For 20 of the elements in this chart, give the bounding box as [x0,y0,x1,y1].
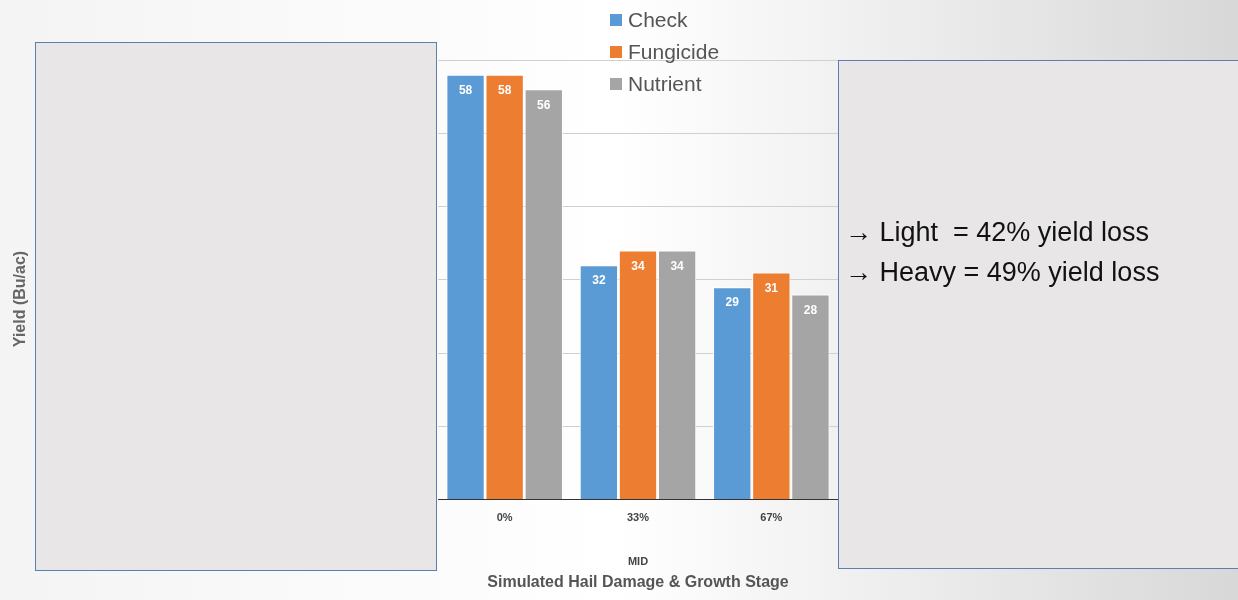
data-label: 32 [592,273,606,288]
text: → Light = 42% yield loss [845,216,1150,249]
x-axis-title: Simulated Hail Damage & Growth Stage [487,572,789,590]
data-label: 31 [764,280,779,295]
x-tick-label: 33% [626,511,650,524]
legend-label: Check [627,8,689,32]
data-label: 56 [537,97,551,112]
data-label: 34 [631,258,645,273]
x-tick-label: 0% [496,511,513,524]
data-label: 58 [497,82,512,97]
text: MID [627,555,649,568]
text: Yield (Bu/ac) [11,249,29,350]
data-label: 34 [670,258,685,273]
data-label: 29 [725,295,740,310]
legend-label: Nutrient [627,72,703,96]
legend-label: Fungicide [627,40,720,64]
x-tick-label: 67% [760,511,783,524]
text: → Heavy = 49% yield loss [845,256,1160,289]
data-label: 28 [803,302,818,317]
data-label: 58 [458,82,473,97]
